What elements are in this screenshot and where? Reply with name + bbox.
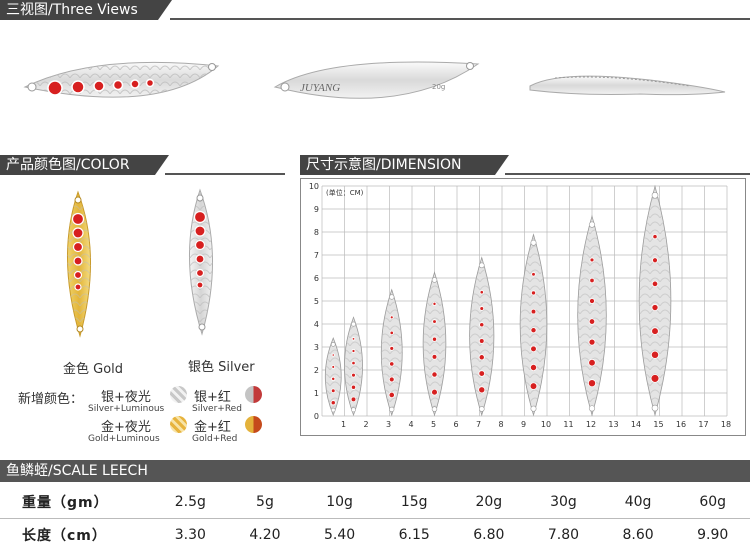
weight-row: 重量（gm） 2.5g 5g 10g 15g 20g 30g 40g 60g xyxy=(0,486,750,519)
weight-cell: 20g xyxy=(452,486,527,519)
y-tick-label: 8 xyxy=(314,228,319,237)
option-gold-luminous-cn: 金+夜光 xyxy=(101,416,151,435)
color-header: 产品颜色图/COLOR xyxy=(0,155,290,175)
x-tick-label: 9 xyxy=(521,420,526,429)
x-tick-label: 14 xyxy=(631,420,641,429)
silver-label: 银色 Silver xyxy=(188,356,255,375)
size-lure xyxy=(325,338,341,415)
x-tick-label: 11 xyxy=(563,420,573,429)
swatch-silver-red xyxy=(245,386,262,403)
x-tick-label: 16 xyxy=(676,420,686,429)
swatch-silver-luminous xyxy=(170,386,187,403)
y-tick-label: 6 xyxy=(314,274,319,283)
option-gold-luminous-en: Gold+Luminous xyxy=(88,434,160,444)
option-gold-red-cn: 金+红 xyxy=(194,416,231,435)
size-lure xyxy=(520,235,547,415)
x-tick-label: 7 xyxy=(476,420,481,429)
option-silver-red-cn: 银+红 xyxy=(194,386,231,405)
gold-lure xyxy=(67,192,90,336)
color-samples xyxy=(40,186,240,346)
front-view xyxy=(25,62,218,97)
y-tick-label: 1 xyxy=(314,389,319,398)
weight-cell: 30g xyxy=(526,486,601,519)
new-colors-label: 新增颜色： xyxy=(18,388,83,407)
unit-label: (单位：CM) xyxy=(326,188,364,197)
silver-lure xyxy=(189,190,212,334)
section-title-dimension: 尺寸示意图/DIMENSION xyxy=(300,155,495,175)
length-cell: 8.60 xyxy=(601,519,676,551)
x-tick-label: 4 xyxy=(408,420,413,429)
option-silver-luminous-en: Silver+Luminous xyxy=(88,404,164,414)
three-views-header: 三视图/Three Views xyxy=(0,0,750,20)
three-views-illustration: JUYANG 20g xyxy=(0,30,750,140)
size-lure xyxy=(470,258,494,415)
option-gold-red-en: Gold+Red xyxy=(192,434,237,444)
spec-table: 重量（gm） 2.5g 5g 10g 15g 20g 30g 40g 60g 长… xyxy=(0,486,750,551)
size-lure xyxy=(578,216,607,415)
weight-mark: 20g xyxy=(432,83,445,91)
scale-leech-header: 鱼鳞蛭/SCALE LEECH xyxy=(0,460,750,482)
length-cell: 6.15 xyxy=(377,519,452,551)
length-cell: 6.80 xyxy=(452,519,527,551)
side-view xyxy=(530,76,725,95)
x-tick-label: 18 xyxy=(721,420,731,429)
swatch-gold-luminous xyxy=(170,416,187,433)
length-cell: 5.40 xyxy=(302,519,377,551)
x-tick-label: 13 xyxy=(608,420,618,429)
length-cell: 4.20 xyxy=(228,519,303,551)
y-tick-label: 2 xyxy=(314,366,319,375)
length-cell: 7.80 xyxy=(526,519,601,551)
length-header: 长度（cm） xyxy=(0,519,153,551)
x-tick-label: 15 xyxy=(653,420,663,429)
section-title-scale: 鱼鳞蛭/SCALE LEECH xyxy=(0,460,750,482)
x-tick-label: 6 xyxy=(453,420,458,429)
back-view: JUYANG 20g xyxy=(275,62,478,98)
length-cell: 3.30 xyxy=(153,519,228,551)
size-lure xyxy=(344,317,362,415)
weight-cell: 5g xyxy=(228,486,303,519)
option-silver-luminous-cn: 银+夜光 xyxy=(101,386,151,405)
x-tick-label: 3 xyxy=(386,420,391,429)
section-title-color: 产品颜色图/COLOR xyxy=(0,155,155,175)
gold-label: 金色 Gold xyxy=(63,358,123,377)
weight-header: 重量（gm） xyxy=(0,486,153,519)
option-silver-red-en: Silver+Red xyxy=(192,404,242,414)
weight-cell: 60g xyxy=(675,486,750,519)
y-tick-label: 10 xyxy=(309,182,319,191)
x-tick-label: 5 xyxy=(431,420,436,429)
weight-cell: 15g xyxy=(377,486,452,519)
y-tick-label: 0 xyxy=(314,412,319,421)
y-tick-label: 4 xyxy=(314,320,319,329)
brand-mark: JUYANG xyxy=(300,82,340,94)
weight-cell: 2.5g xyxy=(153,486,228,519)
swatch-gold-red xyxy=(245,416,262,433)
y-tick-label: 5 xyxy=(314,297,319,306)
length-row: 长度（cm） 3.30 4.20 5.40 6.15 6.80 7.80 8.6… xyxy=(0,519,750,551)
weight-cell: 40g xyxy=(601,486,676,519)
x-tick-label: 17 xyxy=(698,420,708,429)
size-lure xyxy=(639,186,671,415)
y-tick-label: 9 xyxy=(314,205,319,214)
dimension-header: 尺寸示意图/DIMENSION xyxy=(300,155,750,175)
x-tick-label: 12 xyxy=(586,420,596,429)
x-tick-label: 10 xyxy=(541,420,551,429)
size-lure xyxy=(381,290,402,415)
weight-cell: 10g xyxy=(302,486,377,519)
x-tick-label: 2 xyxy=(363,420,368,429)
y-tick-label: 7 xyxy=(314,251,319,260)
x-tick-label: 8 xyxy=(498,420,503,429)
y-tick-label: 3 xyxy=(314,343,319,352)
size-lure xyxy=(423,273,446,415)
length-cell: 9.90 xyxy=(675,519,750,551)
section-title-three-views: 三视图/Three Views xyxy=(0,0,158,20)
x-tick-label: 1 xyxy=(341,420,346,429)
